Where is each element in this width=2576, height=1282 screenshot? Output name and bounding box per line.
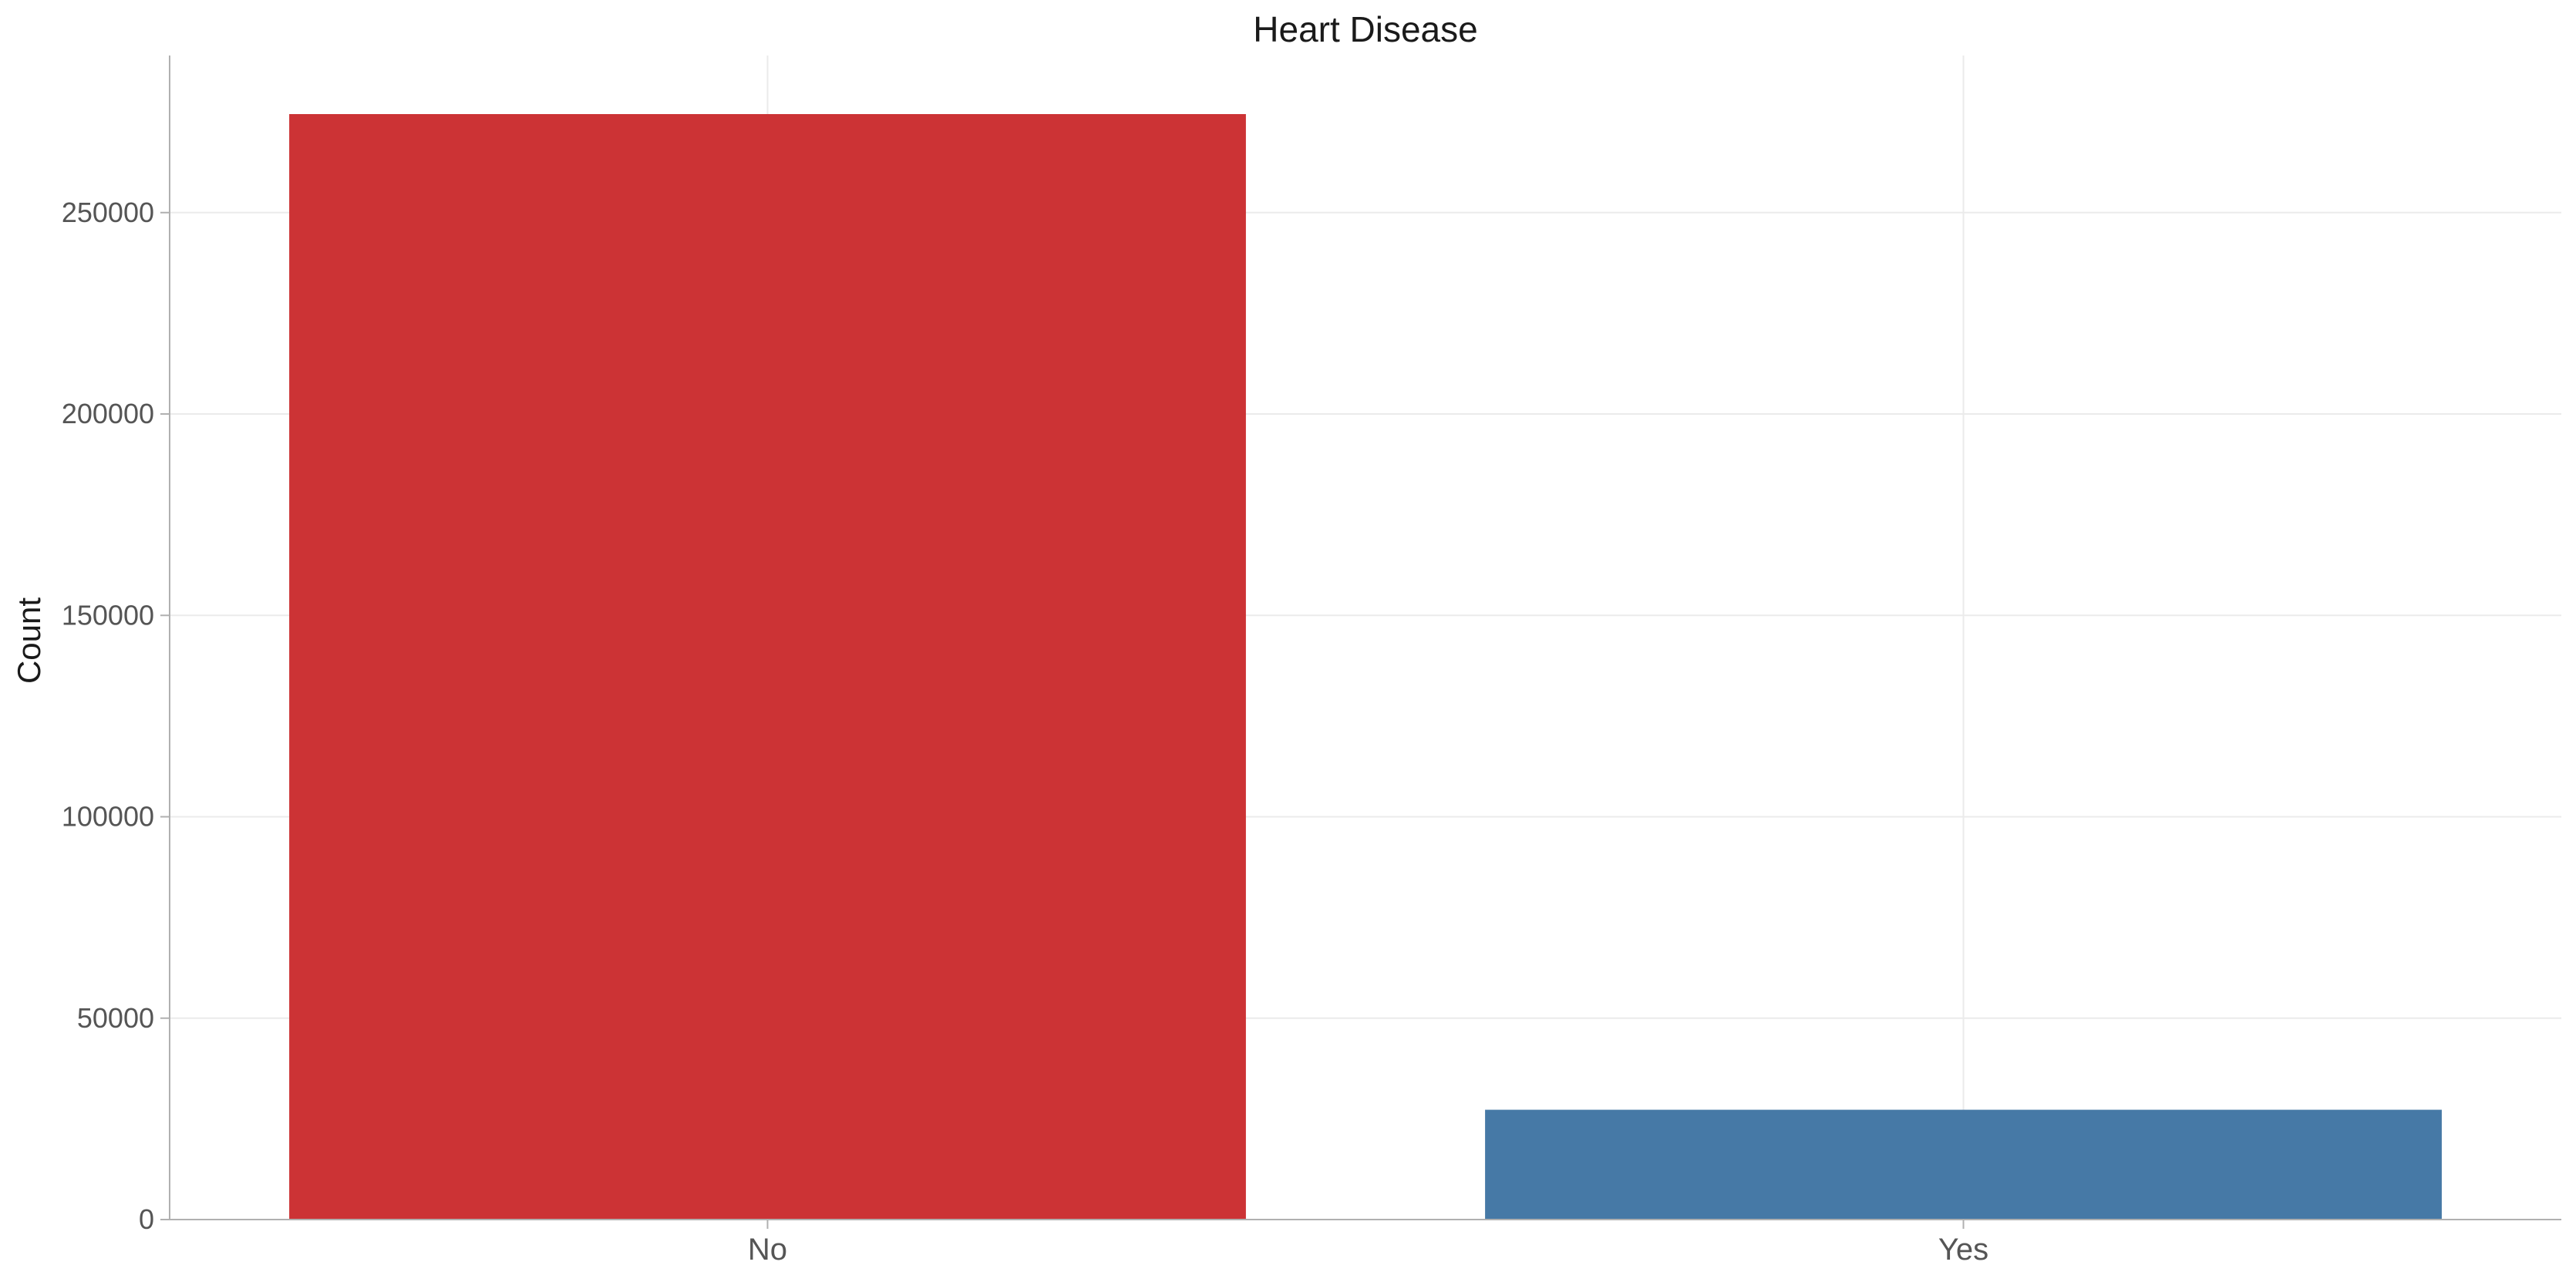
x-tick-label-yes: Yes — [1938, 1233, 1988, 1267]
bar-no — [289, 113, 1246, 1220]
y-tick-label: 0 — [139, 1203, 154, 1235]
y-tick-label: 200000 — [62, 398, 154, 429]
axes — [160, 56, 2561, 1229]
bar-yes — [1485, 1109, 2442, 1220]
y-tick-label: 250000 — [62, 197, 154, 228]
chart-title: Heart Disease — [1253, 9, 1477, 49]
y-tick-label: 150000 — [62, 599, 154, 631]
y-axis-label: Count — [11, 597, 47, 684]
x-tick-label-no: No — [748, 1233, 787, 1267]
y-tick-label: 100000 — [62, 801, 154, 833]
y-tick-label: 50000 — [77, 1002, 154, 1034]
tick-labels: 0 50000 100000 150000 200000 250000 No Yes — [62, 197, 1988, 1267]
bars — [289, 113, 2442, 1220]
